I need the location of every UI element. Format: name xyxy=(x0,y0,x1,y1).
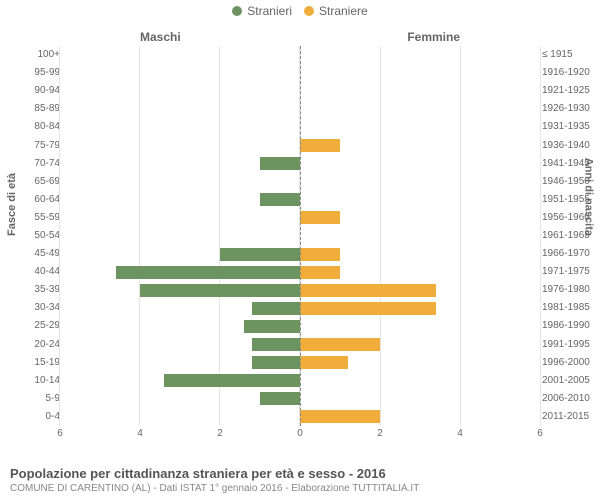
x-tick: 4 xyxy=(137,428,143,439)
chart-title: Popolazione per cittadinanza straniera p… xyxy=(10,466,590,481)
legend-swatch xyxy=(232,6,242,16)
birth-year-label: 1961-1965 xyxy=(542,231,600,241)
birth-year-label: 1946-1950 xyxy=(542,177,600,187)
male-bar xyxy=(116,266,300,279)
male-bar xyxy=(252,302,300,315)
age-label: 35-39 xyxy=(0,285,60,295)
female-bar xyxy=(300,248,340,261)
birth-year-label: 1966-1970 xyxy=(542,249,600,259)
birth-year-label: 1926-1930 xyxy=(542,104,600,114)
birth-year-label: 1981-1985 xyxy=(542,303,600,313)
age-label: 85-89 xyxy=(0,104,60,114)
male-half xyxy=(60,46,300,426)
age-label: 25-29 xyxy=(0,321,60,331)
legend: Stranieri Straniere xyxy=(0,4,600,19)
birth-year-label: 1941-1945 xyxy=(542,159,600,169)
age-label: 75-79 xyxy=(0,141,60,151)
birth-year-label: 1956-1960 xyxy=(542,213,600,223)
y-axis-right: ≤ 1915 1916-1920 1921-1925 1926-1930 1931-19… xyxy=(540,46,600,426)
birth-year-label: 1976-1980 xyxy=(542,285,600,295)
age-label: 20-24 xyxy=(0,340,60,350)
male-bar xyxy=(140,284,300,297)
female-bar xyxy=(300,410,380,423)
birth-year-label: 1986-1990 xyxy=(542,321,600,331)
legend-item: Stranieri xyxy=(232,4,292,18)
footer: Popolazione per cittadinanza straniera p… xyxy=(10,466,590,494)
male-bar xyxy=(260,392,300,405)
male-bar xyxy=(260,193,300,206)
age-label: 30-34 xyxy=(0,303,60,313)
birth-year-label: 1931-1935 xyxy=(542,122,600,132)
x-tick: 2 xyxy=(377,428,383,439)
grid-line xyxy=(59,46,60,426)
x-tick: 0 xyxy=(297,428,303,439)
age-label: 90-94 xyxy=(0,86,60,96)
age-label: 40-44 xyxy=(0,267,60,277)
age-label: 15-19 xyxy=(0,358,60,368)
female-bar xyxy=(300,302,436,315)
male-bar xyxy=(252,338,300,351)
grid-line xyxy=(219,46,220,426)
plot-area xyxy=(60,46,540,426)
age-label: 5-9 xyxy=(0,394,60,404)
age-label: 55-59 xyxy=(0,213,60,223)
birth-year-label: 2011-2015 xyxy=(542,412,600,422)
legend-swatch xyxy=(304,6,314,16)
female-bar xyxy=(300,139,340,152)
legend-item: Straniere xyxy=(304,4,368,18)
legend-label: Straniere xyxy=(319,4,368,18)
female-half xyxy=(300,46,540,426)
birth-year-label: 2001-2005 xyxy=(542,376,600,386)
chart-subtitle: COMUNE DI CARENTINO (AL) - Dati ISTAT 1°… xyxy=(10,483,590,494)
male-bar xyxy=(252,356,300,369)
legend-label: Stranieri xyxy=(247,4,292,18)
age-label: 80-84 xyxy=(0,122,60,132)
grid-line xyxy=(380,46,381,426)
age-label: 0-4 xyxy=(0,412,60,422)
birth-year-label: 1996-2000 xyxy=(542,358,600,368)
center-line xyxy=(300,46,301,426)
birth-year-label: 1936-1940 xyxy=(542,141,600,151)
birth-year-label: 1951-1955 xyxy=(542,195,600,205)
female-bar xyxy=(300,338,380,351)
female-bar xyxy=(300,211,340,224)
male-bar xyxy=(260,157,300,170)
age-label: 100+ xyxy=(0,50,60,60)
birth-year-label: 1991-1995 xyxy=(542,340,600,350)
age-label: 65-69 xyxy=(0,177,60,187)
birth-year-label: 1916-1920 xyxy=(542,68,600,78)
age-label: 60-64 xyxy=(0,195,60,205)
age-label: 70-74 xyxy=(0,159,60,169)
gender-label-left: Maschi xyxy=(140,30,181,44)
male-bar xyxy=(220,248,300,261)
grid-line xyxy=(139,46,140,426)
female-bar xyxy=(300,266,340,279)
age-label: 50-54 xyxy=(0,231,60,241)
grid-line xyxy=(540,46,541,426)
female-bar xyxy=(300,284,436,297)
x-tick: 4 xyxy=(457,428,463,439)
x-axis-ticks: 6 4 2 0 2 4 6 xyxy=(60,428,540,442)
grid-line xyxy=(460,46,461,426)
male-bar xyxy=(164,374,300,387)
female-bar xyxy=(300,356,348,369)
x-tick: 6 xyxy=(57,428,63,439)
birth-year-label: 1971-1975 xyxy=(542,267,600,277)
pyramid-chart: StranieriStraniere Maschi Femmine Fasce … xyxy=(0,0,600,500)
birth-year-label: ≤ 1915 xyxy=(542,50,600,60)
y-axis-left: 100+ 95-99 90-94 85-89 80-84 75-79 70-74 65-69 6… xyxy=(0,46,60,426)
x-tick: 2 xyxy=(217,428,223,439)
gender-label-right: Femmine xyxy=(407,30,460,44)
age-label: 10-14 xyxy=(0,376,60,386)
birth-year-label: 2006-2010 xyxy=(542,394,600,404)
x-tick: 6 xyxy=(537,428,543,439)
birth-year-label: 1921-1925 xyxy=(542,86,600,96)
age-label: 95-99 xyxy=(0,68,60,78)
age-label: 45-49 xyxy=(0,249,60,259)
male-bar xyxy=(244,320,300,333)
